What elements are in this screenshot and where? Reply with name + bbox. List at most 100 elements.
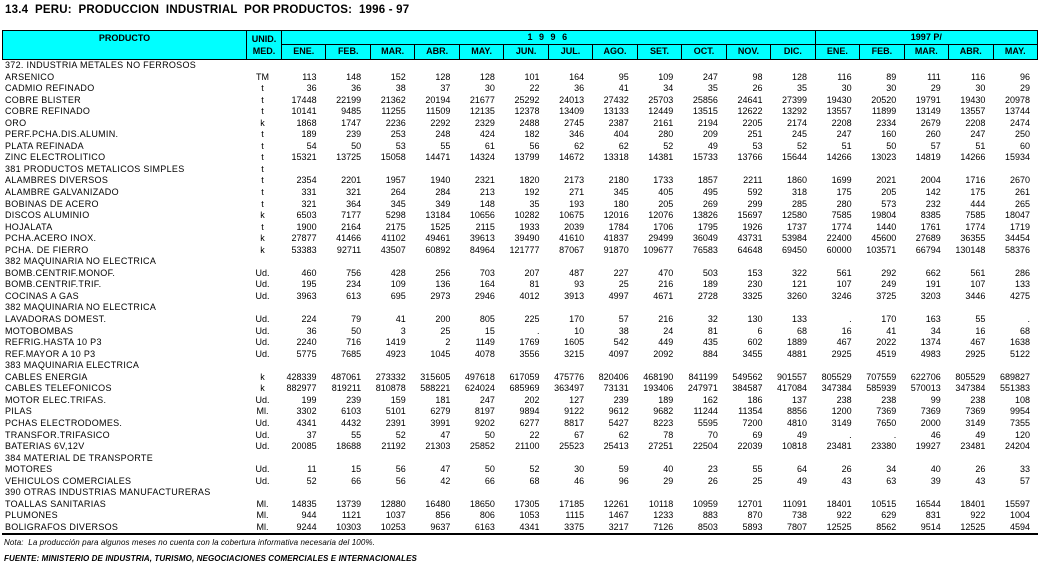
value-cell: 37 [306,429,317,440]
value-cell [815,487,860,499]
value-cell: 199 [301,394,317,405]
value-cell: 9514 [920,521,941,532]
value-cell: 7369 [876,406,897,417]
value-cell: 128 [435,71,451,82]
value-cell: 247 [479,394,495,405]
value-cell [414,256,459,268]
value-cell: 30 [484,83,495,94]
value-cell [503,487,548,499]
value-cell: 13557 [826,106,852,117]
unit-cell: t [261,198,264,209]
value-cell: 95 [618,71,629,82]
value-cell: 16544 [915,498,941,509]
value-cell: 21677 [469,94,495,105]
value-cell: 624024 [464,383,495,394]
value-cell: 3260 [787,290,808,301]
value-cell: 2728 [697,290,718,301]
value-cell [993,164,1038,176]
value-cell: 195 [301,279,317,290]
value-cell: 12525 [960,521,986,532]
value-cell: 15321 [291,152,317,163]
value-cell [993,60,1038,72]
value-cell: 1233 [653,510,674,521]
value-cell: 35 [529,198,540,209]
value-cell: 2208 [831,117,852,128]
value-cell: 234 [346,279,362,290]
value-cell: 3325 [742,290,763,301]
table-row: PLUMONES Ml. 944 1121 1037 856 806 1053 1115 1467… [2,510,1038,522]
value-cell [548,453,593,465]
unit-cell: Ud. [255,475,270,486]
value-cell [592,302,637,314]
value-cell: 251 [747,129,763,140]
value-cell [860,60,905,72]
value-cell: 467 [970,337,986,348]
unit-cell: Ud. [255,267,270,278]
value-cell: 1419 [385,337,406,348]
unit-cell: TM [256,71,269,82]
value-cell: 585939 [866,383,897,394]
value-cell: 10282 [514,210,540,221]
value-cell: 11244 [693,406,718,417]
table-row: COBRE REFINADO t 10141 9485 11255 11509 12135 1… [2,106,1038,118]
value-cell: 8856 [787,406,808,417]
value-cell: 109 [658,71,674,82]
unit-cell [245,256,280,268]
value-cell: 561 [970,267,986,278]
value-cell: 130148 [955,244,986,255]
section-row: 382 MAQUINARIA NO ELECTRICA [2,302,1038,314]
value-cell: 56 [395,475,406,486]
value-cell: 428 [390,267,406,278]
value-cell: 417084 [777,383,808,394]
value-cell: 2391 [385,417,406,428]
value-cell: 76583 [692,244,718,255]
value-cell: 23380 [871,441,897,452]
value-cell: 7807 [787,521,808,532]
value-cell: 46 [930,429,941,440]
value-cell: 15597 [1004,498,1030,509]
value-cell [414,360,459,372]
table-row: BOMB.CENTRIF.MONOF. Ud. 460 756 428 256 703 207… [2,268,1038,280]
value-cell: 435 [702,337,718,348]
value-cell [592,256,637,268]
month-header: ENE. [814,45,859,59]
value-cell [681,60,726,72]
value-cell: 831 [925,510,941,521]
value-cell: 62 [574,140,585,151]
value-cell: 503 [702,267,718,278]
value-cell: 856 [435,510,451,521]
value-cell: 69450 [782,244,808,255]
value-cell: 592 [747,187,763,198]
value-cell [414,164,459,176]
value-cell: 22199 [336,94,362,105]
value-cell: 13292 [782,106,808,117]
value-cell [414,487,459,499]
value-cell: 66 [351,475,362,486]
value-cell: 182 [524,129,540,140]
value-cell: 68 [529,475,540,486]
value-cell: 460 [301,267,317,278]
value-cell: 13766 [737,152,763,163]
value-cell: 36 [306,83,317,94]
table-row: ARSENICO TM 113 148 152 128 128 101 164 95 109 247 9… [2,72,1038,84]
value-cell: 8385 [920,210,941,221]
value-cell: 121 [792,279,808,290]
product-label: PLUMONES [5,510,58,521]
value-cell: 3725 [876,290,897,301]
value-cell: 1860 [787,175,808,186]
value-cell: 10515 [871,498,897,509]
month-header: SET. [636,45,681,59]
value-cell: 15 [351,464,362,475]
value-cell: 321 [346,187,362,198]
value-cell [949,360,994,372]
value-cell: 36 [306,325,317,336]
value-cell: 6 [757,325,763,336]
value-cell: 93 [574,279,585,290]
value-cell: 261 [1014,187,1030,198]
product-label: COBRE REFINADO [5,106,91,117]
value-cell: 108 [1014,394,1030,405]
value-cell: 15 [484,325,495,336]
value-cell: 120 [1014,429,1030,440]
value-cell: 81 [529,279,540,290]
value-cell: 56 [529,140,540,151]
